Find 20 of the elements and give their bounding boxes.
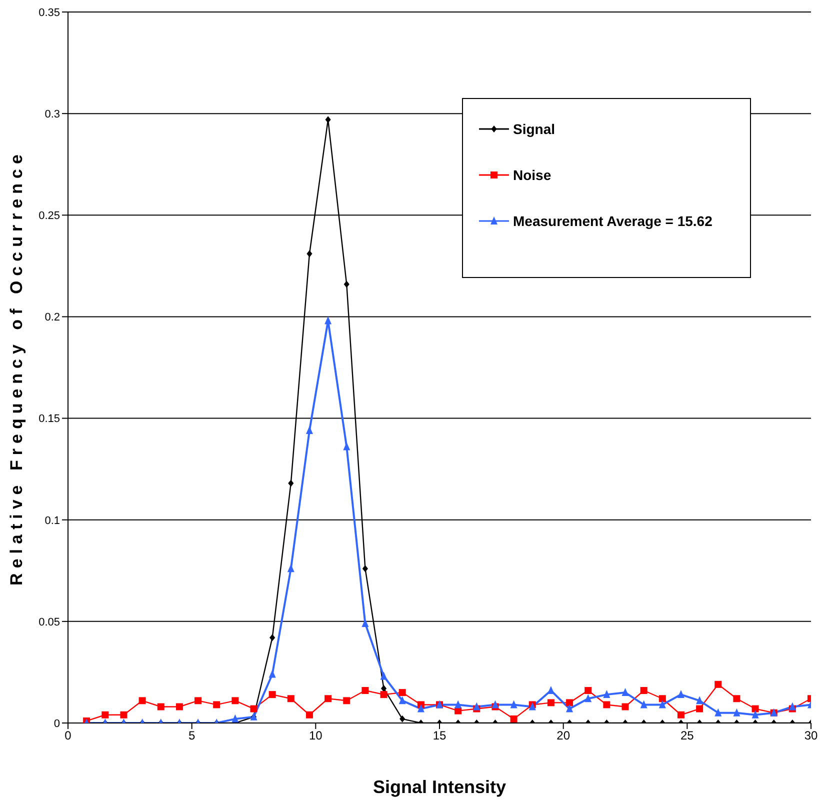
y-tick-label: 0.05: [38, 616, 60, 628]
legend-label: Measurement Average = 15.62: [513, 213, 712, 229]
y-tick-label: 0.3: [44, 108, 60, 120]
y-axis-title: Relative Frequency of Occurrence: [7, 150, 26, 586]
legend-label: Noise: [513, 167, 552, 183]
y-tick-label: 0.15: [38, 413, 60, 426]
y-tick-label: 0.1: [44, 514, 60, 527]
x-tick-label: 20: [556, 728, 570, 743]
y-tick-label: 0.2: [44, 312, 60, 324]
y-tick-label: 0: [54, 718, 60, 730]
x-axis-title: Signal Intensity: [372, 777, 506, 797]
x-tick-label: 10: [308, 728, 323, 743]
legend-label: Signal: [513, 121, 556, 137]
x-tick-label: 25: [680, 728, 694, 743]
x-tick-label: 15: [432, 728, 446, 743]
y-tick-label: 0.35: [38, 6, 60, 19]
x-tick-label: 5: [188, 728, 196, 743]
y-tick-label: 0.25: [38, 210, 60, 222]
x-tick-label: 0: [64, 728, 72, 743]
x-tick-label: 30: [804, 728, 818, 743]
